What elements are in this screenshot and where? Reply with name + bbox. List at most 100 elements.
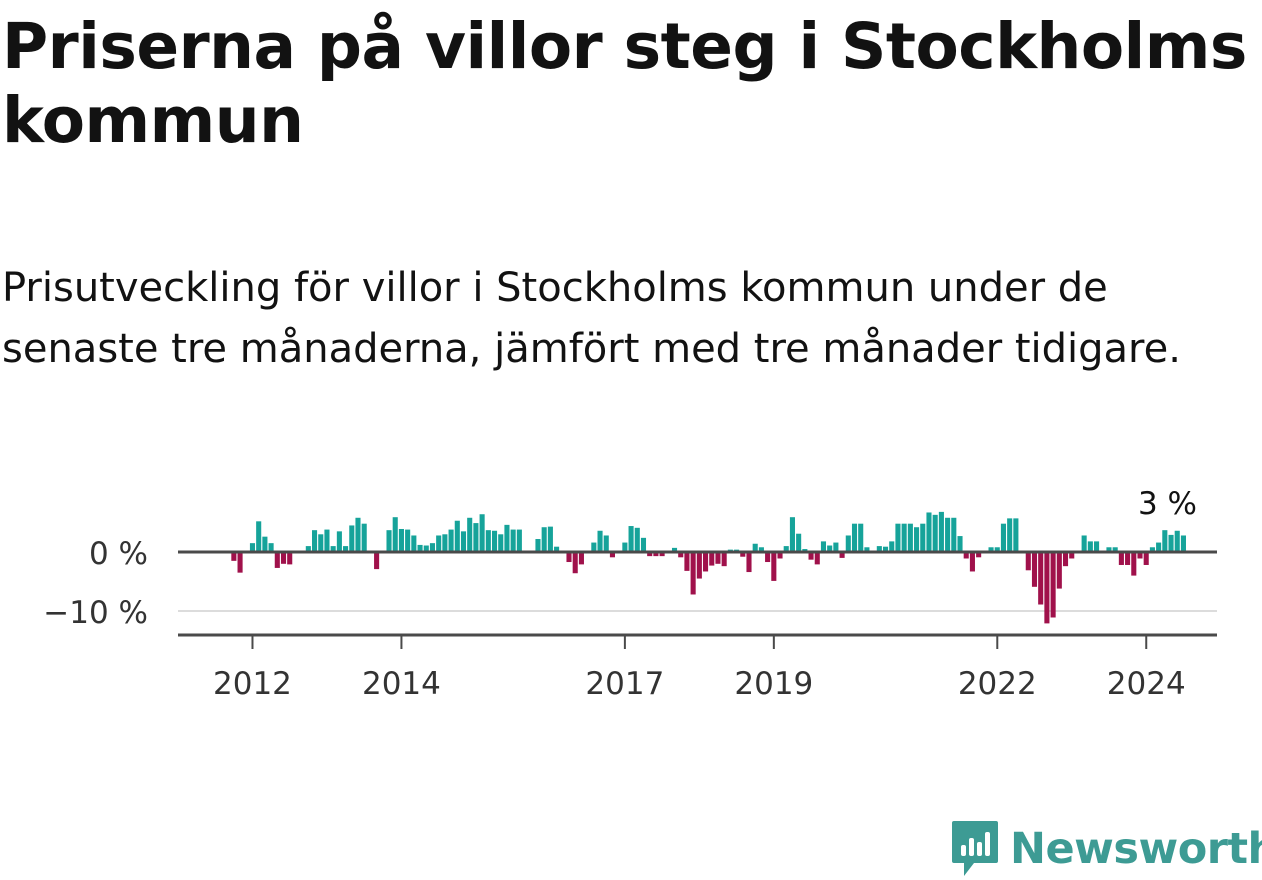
chart-bar: [1106, 547, 1112, 552]
chart-bar: [1056, 552, 1062, 589]
chart-bar: [1050, 552, 1056, 618]
chart-bar: [827, 545, 833, 552]
chart-bar: [889, 541, 895, 552]
chart-bar: [1038, 552, 1044, 605]
chart-bar: [268, 543, 274, 552]
chart-bar: [864, 547, 870, 552]
chart-bar: [609, 552, 615, 558]
chart-bar: [758, 547, 764, 552]
chart-bar: [820, 541, 827, 552]
chart-bar: [771, 552, 777, 581]
chart-bar: [678, 552, 684, 558]
chart-bar: [789, 517, 795, 552]
chart-bar: [411, 535, 417, 552]
chart-bar: [746, 552, 752, 573]
chart-bar: [510, 529, 516, 552]
chart-bar: [945, 517, 951, 552]
price-change-chart: 0 % −10 % 2012 2014 2017 2019 2022 2024 3 %: [43, 486, 1217, 702]
chart-bar: [640, 537, 647, 552]
chart-bar: [405, 529, 411, 552]
x-tick-label: 2024: [1107, 666, 1186, 702]
chart-bar: [901, 523, 907, 552]
chart-bar: [467, 517, 473, 552]
chart-bar: [882, 546, 889, 552]
chart-bar: [920, 523, 926, 552]
chart-bar: [684, 552, 690, 571]
chart-bar: [591, 542, 597, 552]
chart-bar: [951, 517, 957, 552]
chart-bar: [988, 547, 994, 552]
chart-bar: [895, 523, 901, 552]
chart-bar: [1000, 523, 1006, 552]
chart-bar: [1013, 518, 1019, 552]
chart-bar: [249, 543, 256, 552]
chart-bar: [436, 535, 442, 552]
chart-bar: [622, 542, 628, 552]
chart-bar: [374, 552, 380, 570]
chart-bar: [659, 552, 665, 557]
chart-bar: [454, 520, 460, 552]
chart-bar: [237, 552, 243, 573]
chart-bar: [312, 530, 318, 552]
chart-bar: [1062, 552, 1069, 567]
chart-bar: [1081, 535, 1087, 552]
chart-bar: [938, 511, 944, 552]
newsworthy-logo-text: Newsworthy: [1010, 824, 1262, 874]
chart-bar: [715, 552, 721, 564]
chart-bar: [597, 530, 603, 552]
chart-bar: [671, 547, 678, 552]
chart-bar: [349, 525, 355, 552]
chart-bar: [343, 546, 349, 552]
chart-bar: [634, 527, 640, 552]
chart-bar: [256, 521, 262, 552]
chart-bar: [1168, 534, 1174, 552]
chart-bar: [274, 552, 280, 568]
chart-bar: [442, 534, 448, 552]
chart-bar: [336, 531, 342, 552]
chart-bar: [280, 552, 287, 564]
chart-bar: [1112, 547, 1118, 552]
chart-bar: [696, 552, 702, 579]
x-tick-label: 2019: [734, 666, 813, 702]
x-tick-label: 2017: [585, 666, 664, 702]
y-tick-label: 0 %: [89, 536, 148, 572]
chart-bar: [926, 512, 932, 552]
chart-bar: [398, 528, 404, 552]
chart-bar: [231, 552, 237, 561]
chart-bar: [355, 517, 361, 552]
chart-bar: [1180, 535, 1186, 552]
chart-bar: [721, 552, 727, 567]
chart-bar: [969, 552, 975, 572]
chart-bar: [740, 552, 746, 557]
chart-bar: [262, 536, 268, 552]
chart-bar: [1131, 552, 1137, 576]
chart-bar: [1025, 552, 1031, 571]
chart-bar: [1149, 547, 1155, 552]
chart-bar: [783, 546, 789, 552]
chart-bar: [709, 552, 715, 566]
chart-bar: [1087, 541, 1093, 552]
chart-bar: [1069, 552, 1075, 559]
chart-bar: [963, 552, 969, 559]
chart-bar: [703, 552, 709, 572]
chart-bar: [554, 546, 560, 552]
chart-bar: [318, 534, 324, 552]
chart-bar: [1044, 552, 1050, 624]
chart-bar: [839, 552, 845, 558]
chart-bar: [287, 552, 293, 565]
chart-bar: [653, 552, 659, 557]
newsworthy-logo-icon: [952, 821, 998, 876]
chart-bar: [386, 530, 392, 552]
chart-bar: [851, 523, 858, 552]
chart-bar: [752, 543, 758, 552]
chart-bar: [976, 552, 982, 558]
chart-bar: [907, 523, 913, 552]
chart-bar: [603, 535, 609, 552]
chart-bar: [1162, 530, 1168, 552]
chart-bar: [932, 514, 938, 552]
chart-bar: [460, 531, 467, 552]
chart-bar: [572, 552, 578, 574]
chart-bar: [994, 547, 1000, 552]
chart-bar: [361, 523, 367, 552]
chart-bar: [858, 523, 864, 552]
